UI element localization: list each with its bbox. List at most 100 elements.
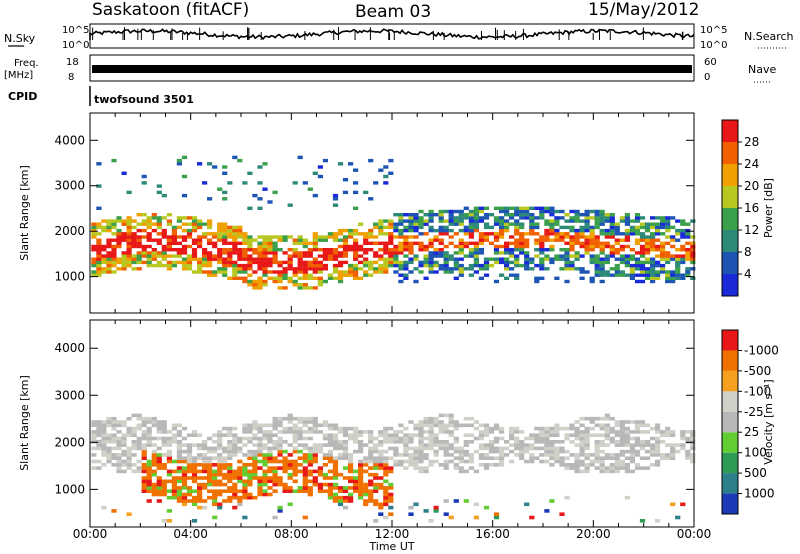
velocity-cell — [262, 433, 267, 437]
velocity-cell — [429, 519, 434, 523]
power-cell — [680, 258, 685, 261]
velocity-cell — [449, 430, 454, 434]
velocity-cell — [373, 437, 378, 441]
power-cell — [504, 251, 509, 254]
power-cell — [670, 258, 675, 261]
velocity-cell — [293, 447, 298, 451]
velocity-cell — [177, 453, 182, 457]
velocity-cell — [187, 486, 192, 490]
power-cell — [469, 213, 474, 216]
power-cell — [600, 274, 605, 277]
power-cell — [368, 235, 373, 238]
power-cell — [348, 270, 353, 273]
velocity-cell — [298, 437, 303, 441]
power-cell — [403, 213, 408, 216]
velocity-cell — [232, 453, 237, 457]
power-cell — [418, 226, 423, 229]
power-cell — [252, 280, 257, 283]
power-cell — [680, 223, 685, 226]
velocity-cell — [116, 420, 121, 424]
velocity-cell — [293, 424, 298, 428]
power-cell — [278, 261, 283, 264]
velocity-cell — [232, 427, 237, 431]
power-cell — [635, 219, 640, 222]
velocity-cell — [474, 420, 479, 424]
velocity-cell — [242, 516, 247, 520]
power-cell — [318, 175, 323, 178]
velocity-cell — [549, 447, 554, 451]
velocity-cell — [318, 430, 323, 434]
power-cell — [625, 235, 630, 238]
velocity-cell — [293, 470, 298, 474]
power-cell — [293, 267, 298, 270]
velocity-cell — [202, 499, 207, 503]
velocity-cell — [559, 463, 564, 467]
velocity-cell — [569, 466, 574, 470]
velocity-cell — [152, 437, 157, 441]
velocity-cell — [262, 470, 267, 474]
power-cell — [600, 245, 605, 248]
velocity-cell — [142, 476, 147, 480]
power-cell — [504, 223, 509, 226]
power-cell — [544, 232, 549, 235]
velocity-cell — [353, 430, 358, 434]
power-cell — [298, 264, 303, 267]
power-cell — [469, 254, 474, 257]
velocity-cell — [142, 450, 147, 454]
power-cell — [111, 254, 116, 257]
velocity-cell — [529, 516, 534, 520]
power-cell — [96, 267, 101, 270]
power-cell — [368, 248, 373, 251]
velocity-cell — [388, 433, 393, 437]
power-cell — [207, 242, 212, 245]
power-cell — [615, 239, 620, 242]
velocity-cell — [257, 466, 262, 470]
power-cell — [122, 232, 127, 235]
power-cell — [690, 248, 695, 251]
velocity-cell — [122, 433, 127, 437]
power-cell — [227, 254, 232, 257]
velocity-cell — [283, 463, 288, 467]
power-cell — [474, 229, 479, 232]
power-cell — [444, 254, 449, 257]
power-cell — [373, 254, 378, 257]
velocity-cell — [605, 453, 610, 457]
velocity-cell — [237, 470, 242, 474]
velocity-cell — [363, 486, 368, 490]
velocity-cell — [207, 447, 212, 451]
velocity-cell — [479, 456, 484, 460]
power-cell — [162, 216, 167, 219]
velocity-cell — [398, 460, 403, 464]
velocity-cell — [111, 427, 116, 431]
power-cell — [298, 251, 303, 254]
velocity-cell — [655, 519, 660, 523]
power-cell — [111, 223, 116, 226]
velocity-cell — [383, 480, 388, 484]
power-cell — [413, 235, 418, 238]
velocity-cell — [237, 460, 242, 464]
power-cell — [499, 251, 504, 254]
power-cell — [111, 251, 116, 254]
velocity-cell — [278, 453, 283, 457]
velocity-cell — [212, 450, 217, 454]
power-cell — [167, 261, 172, 264]
velocity-cell — [96, 430, 101, 434]
velocity-cell — [333, 443, 338, 447]
velocity-cell — [575, 456, 580, 460]
power-cell — [157, 251, 162, 254]
power-cell — [575, 232, 580, 235]
power-cell — [544, 207, 549, 210]
power-cell — [509, 223, 514, 226]
power-cell — [675, 258, 680, 261]
velocity-cell — [162, 453, 167, 457]
power-cell — [569, 216, 574, 219]
power-cell — [610, 254, 615, 257]
power-cell — [615, 274, 620, 277]
power-cell — [91, 261, 96, 264]
velocity-cell — [293, 466, 298, 470]
power-cell — [137, 245, 142, 248]
power-cell — [378, 229, 383, 232]
power-cell — [429, 270, 434, 273]
velocity-cell — [101, 453, 106, 457]
velocity-cell — [353, 427, 358, 431]
